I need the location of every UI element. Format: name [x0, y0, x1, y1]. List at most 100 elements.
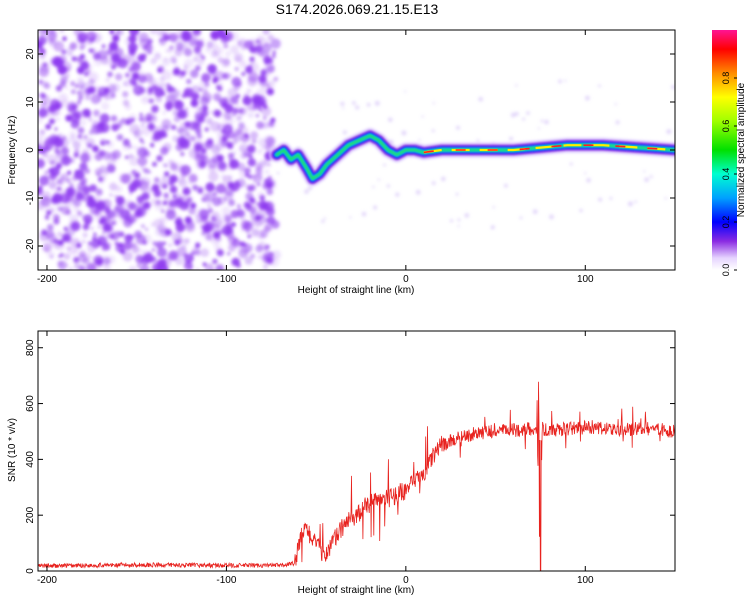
noise-speckle	[204, 263, 214, 270]
noise-speckle	[97, 225, 102, 229]
noise-speckle	[212, 258, 218, 265]
noise-speckle	[124, 138, 128, 142]
noise-speckle	[38, 66, 50, 77]
noise-speckle	[218, 135, 225, 142]
faint-speckle	[544, 119, 549, 125]
noise-speckle	[82, 148, 89, 156]
noise-speckle	[195, 65, 201, 71]
noise-speckle-layer	[38, 30, 675, 270]
noise-speckle	[192, 184, 199, 191]
noise-speckle	[249, 56, 255, 62]
noise-speckle	[106, 140, 114, 148]
snr-panel: -200 -100 0 100 0 200 400 600 800 Height of str…	[7, 330, 676, 596]
noise-speckle	[115, 30, 120, 35]
noise-speckle	[101, 44, 106, 49]
noise-speckle	[243, 201, 251, 209]
noise-speckle	[138, 32, 149, 43]
noise-speckle	[134, 230, 142, 239]
noise-speckle	[53, 41, 65, 52]
noise-speckle	[71, 221, 81, 231]
x-tick-label: 0	[403, 274, 409, 285]
noise-speckle	[147, 114, 155, 122]
noise-speckle	[256, 88, 266, 98]
noise-speckle	[49, 57, 57, 66]
noise-speckle	[91, 238, 101, 249]
noise-speckle	[45, 123, 52, 130]
noise-speckle	[134, 172, 141, 179]
noise-speckle	[163, 192, 169, 198]
noise-speckle	[129, 123, 140, 135]
faint-speckle	[649, 175, 653, 179]
noise-speckle	[154, 133, 164, 143]
noise-speckle	[246, 151, 251, 156]
noise-speckle	[273, 76, 279, 82]
noise-speckle	[98, 91, 104, 98]
faint-speckle	[492, 206, 495, 209]
noise-speckle	[91, 85, 102, 95]
noise-speckle	[126, 210, 130, 214]
noise-speckle	[50, 160, 55, 166]
noise-speckle	[89, 184, 97, 192]
noise-speckle	[183, 189, 187, 194]
noise-speckle	[116, 56, 123, 63]
noise-speckle	[262, 202, 272, 212]
noise-speckle	[107, 71, 113, 78]
y-tick-label: 200	[25, 506, 36, 523]
faint-speckle	[584, 172, 587, 175]
noise-speckle	[116, 134, 124, 141]
faint-speckle	[432, 102, 435, 105]
faint-speckle	[609, 196, 613, 200]
noise-speckle	[135, 206, 147, 217]
noise-speckle	[212, 78, 217, 84]
noise-speckle	[221, 206, 231, 216]
noise-speckle	[144, 72, 154, 82]
noise-speckle	[139, 112, 143, 117]
faint-speckle	[634, 200, 637, 203]
noise-speckle	[38, 144, 43, 154]
noise-speckle	[175, 42, 184, 51]
noise-speckle	[159, 38, 167, 46]
faint-speckle	[664, 197, 667, 200]
noise-speckle	[54, 240, 65, 251]
noise-speckle	[79, 57, 88, 66]
noise-speckle	[113, 221, 117, 225]
noise-speckle	[175, 217, 183, 225]
noise-speckle	[86, 38, 94, 45]
noise-speckle	[190, 99, 199, 108]
noise-speckle	[64, 229, 70, 235]
noise-speckle	[150, 222, 155, 227]
noise-speckle	[140, 177, 145, 182]
noise-speckle	[142, 45, 147, 51]
noise-speckle	[66, 246, 72, 251]
faint-speckle	[418, 139, 421, 142]
noise-speckle	[211, 211, 221, 220]
noise-speckle	[147, 255, 151, 259]
noise-speckle	[228, 243, 236, 252]
noise-speckle	[59, 66, 66, 72]
noise-speckle	[250, 209, 256, 215]
noise-speckle	[214, 141, 224, 152]
noise-speckle	[47, 250, 55, 259]
noise-speckle	[235, 180, 239, 184]
noise-speckle	[249, 184, 256, 191]
noise-speckle	[204, 127, 209, 132]
noise-speckle	[234, 258, 238, 262]
noise-speckle	[79, 180, 86, 187]
noise-speckle	[242, 96, 252, 106]
noise-speckle	[115, 241, 119, 245]
noise-speckle	[118, 231, 125, 238]
noise-speckle	[266, 87, 274, 96]
noise-speckle	[138, 116, 145, 122]
noise-speckle	[72, 141, 81, 150]
snr-series-line	[38, 381, 675, 571]
noise-speckle	[266, 181, 274, 189]
noise-speckle	[252, 106, 257, 111]
noise-speckle	[59, 253, 64, 257]
noise-speckle	[224, 214, 233, 223]
x-tick-label: 100	[577, 575, 594, 586]
noise-speckle	[190, 135, 196, 142]
noise-speckle	[64, 66, 70, 73]
noise-speckle	[213, 192, 218, 196]
noise-speckle	[250, 253, 256, 259]
